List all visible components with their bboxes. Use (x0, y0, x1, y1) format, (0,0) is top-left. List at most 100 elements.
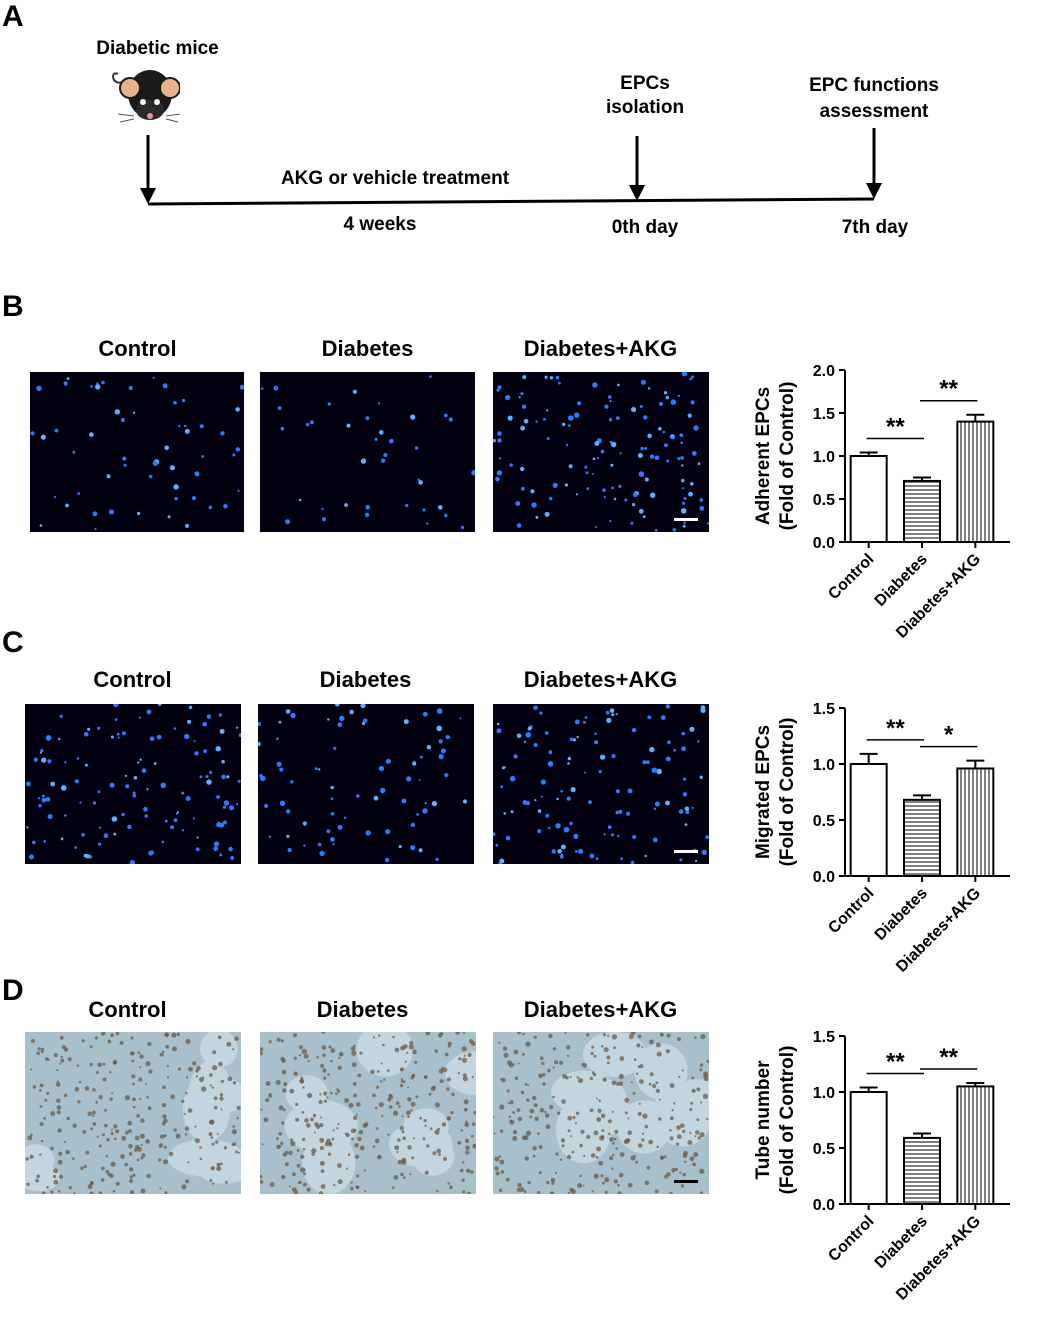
cell-dot (95, 1100, 98, 1104)
cell-dot (663, 1155, 667, 1159)
cell-dot (639, 1079, 644, 1084)
cell-dot (603, 1047, 609, 1053)
cell-dot (261, 1143, 264, 1146)
nucleus-dot (537, 809, 542, 813)
cell-dot (666, 1033, 671, 1038)
cell-dot (600, 1174, 604, 1178)
cell-dot (372, 1145, 376, 1148)
cell-dot (306, 1123, 311, 1128)
cell-dot (461, 1178, 465, 1182)
nucleus-dot (680, 441, 683, 444)
cell-dot (39, 1122, 44, 1127)
cell-dot (106, 1138, 110, 1142)
cell-dot (66, 1116, 70, 1121)
nucleus-dot (160, 782, 167, 789)
cell-dot (572, 1116, 576, 1120)
cell-dot (219, 1093, 224, 1097)
cell-dot (443, 1157, 447, 1161)
nucleus-dot (365, 504, 370, 510)
cell-dot (407, 1086, 410, 1089)
cell-dot (595, 1097, 598, 1100)
bar-diabetes-akg (956, 767, 995, 877)
cell-dot (571, 1150, 575, 1154)
nucleus-dot (610, 833, 615, 837)
cell-dot (552, 1066, 555, 1069)
cell-dot (359, 1051, 363, 1055)
cell-dot (235, 1150, 239, 1154)
cell-dot (166, 1076, 170, 1079)
nucleus-dot (337, 824, 343, 830)
cell-dot (517, 1116, 523, 1122)
nucleus-dot (459, 717, 462, 720)
cell-dot (527, 1181, 531, 1185)
nucleus-dot (268, 835, 272, 838)
nucleus-dot (535, 515, 539, 519)
cell-dot (74, 1087, 80, 1092)
cell-dot (627, 1130, 632, 1135)
cell-dot (506, 1089, 510, 1093)
cell-dot (232, 1142, 237, 1146)
cell-dot (129, 1175, 134, 1179)
cell-dot (265, 1081, 271, 1086)
cell-dot (140, 1188, 146, 1194)
cell-dot (281, 1121, 285, 1125)
nucleus-dot (97, 790, 101, 794)
cell-dot (301, 1111, 305, 1114)
nucleus-dot (37, 797, 40, 800)
nucleus-dot (689, 726, 695, 732)
nucleus-dot (50, 781, 56, 787)
cell-dot (545, 1124, 551, 1130)
nucleus-dot (681, 731, 685, 736)
nucleus-dot (683, 521, 686, 524)
nucleus-dot (365, 416, 370, 421)
cell-dot (280, 1141, 284, 1146)
panel-c-chart: 0.0 0.5 1.0 1.5 Migrated EPCs (Fold of Contro… (753, 701, 1010, 976)
nucleus-dot (564, 483, 568, 487)
nucleus-dot (418, 778, 421, 781)
cell-dot (318, 1099, 323, 1105)
cell-dot (130, 1036, 134, 1040)
cell-dot (579, 1143, 583, 1148)
nucleus-dot (609, 708, 615, 713)
cell-dot (275, 1080, 281, 1085)
nucleus-dot (500, 785, 504, 788)
cell-dot (164, 1191, 168, 1194)
cell-dot (159, 1134, 165, 1139)
cell-dot (565, 1076, 569, 1080)
cell-dot (613, 1046, 616, 1050)
nucleus-dot (588, 800, 592, 805)
cell-dot (283, 1082, 288, 1087)
nucleus-dot (346, 423, 351, 428)
nucleus-dot (403, 719, 409, 725)
nucleus-dot (264, 803, 269, 808)
cell-dot (611, 1167, 614, 1170)
cell-dot (46, 1186, 49, 1189)
cell-dot (538, 1073, 543, 1079)
nucleus-dot (631, 727, 637, 733)
cell-dot (265, 1098, 270, 1103)
cell-dot (115, 1129, 120, 1134)
nucleus-dot (691, 375, 695, 379)
nucleus-dot (665, 395, 669, 400)
cell-dot (212, 1065, 218, 1071)
cell-dot (89, 1062, 93, 1067)
cell-dot (232, 1125, 236, 1128)
cell-dot (102, 1077, 107, 1082)
cell-dot (624, 1111, 628, 1115)
cell-dot (27, 1135, 33, 1141)
cell-dot (350, 1181, 353, 1184)
cell-dot (146, 1095, 149, 1099)
cell-dot (400, 1080, 404, 1083)
timeline (140, 128, 882, 206)
nucleus-dot (352, 389, 357, 394)
cell-dot (407, 1115, 410, 1118)
nucleus-dot (363, 718, 368, 723)
nucleus-dot (574, 850, 578, 853)
cell-dot (601, 1129, 605, 1132)
cell-dot (461, 1161, 465, 1164)
nucleus-dot (45, 735, 52, 741)
nucleus-dot (173, 818, 178, 823)
nucleus-dot (699, 506, 705, 511)
nucleus-dot (236, 726, 239, 729)
cell-dot (450, 1111, 454, 1115)
